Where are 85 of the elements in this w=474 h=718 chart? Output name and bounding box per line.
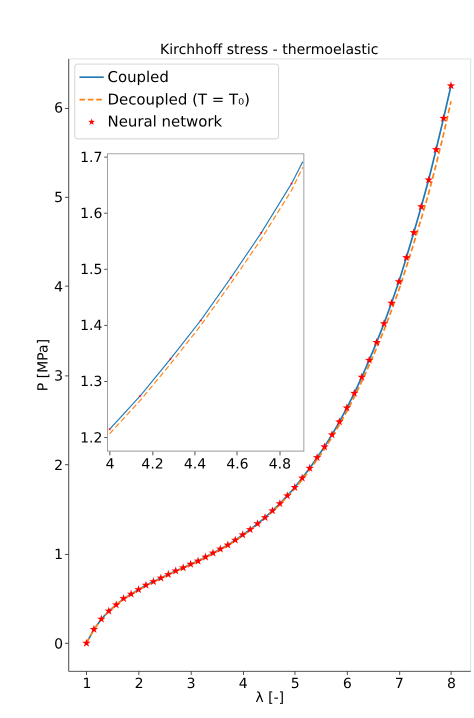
x-tick-label: 6 <box>342 676 352 692</box>
legend-label: Neural network <box>108 112 223 131</box>
legend-label: Decoupled (T = T₀) <box>108 90 250 108</box>
point <box>260 231 263 234</box>
point <box>172 566 180 574</box>
legend-label: Coupled <box>108 68 169 86</box>
point <box>178 563 188 572</box>
point <box>290 482 299 491</box>
y-tick-label: 1.6 <box>80 206 102 222</box>
point <box>283 491 292 500</box>
point <box>82 638 91 647</box>
chart-title: Kirchhoff stress - thermoelastic <box>160 42 378 58</box>
point <box>224 540 232 549</box>
y-axis-title: P [MPa] <box>36 338 52 392</box>
point <box>194 556 202 565</box>
y-tick-label: 1.4 <box>80 318 102 334</box>
point <box>328 430 336 438</box>
point <box>238 530 247 538</box>
y-tick-label: 5 <box>54 190 64 206</box>
point <box>231 536 240 544</box>
point <box>186 560 195 568</box>
point <box>112 600 120 608</box>
y-tick-label: 1.2 <box>80 430 102 446</box>
point <box>90 624 98 633</box>
x-tick-label: 4.8 <box>268 456 292 472</box>
point <box>142 580 150 589</box>
x-tick-label: 4.4 <box>184 456 206 472</box>
point <box>119 594 128 602</box>
point <box>364 356 374 364</box>
point <box>201 552 210 561</box>
point <box>168 358 172 360</box>
x-tick-label: 2 <box>134 676 144 692</box>
y-tick-label: 1.7 <box>80 150 102 166</box>
point <box>290 182 294 185</box>
point <box>402 253 411 262</box>
point <box>164 570 172 578</box>
point <box>335 417 344 426</box>
point <box>305 464 314 472</box>
point <box>268 506 277 514</box>
point <box>446 81 456 90</box>
y-tick-label: 1.5 <box>80 262 102 278</box>
y-tick-label: 1.3 <box>80 374 102 390</box>
point <box>394 277 404 286</box>
point <box>126 590 136 598</box>
y-tick-label: 3 <box>54 368 64 385</box>
point <box>138 394 142 398</box>
x-tick-label: 5 <box>290 676 300 692</box>
x-tick-label: 4 <box>106 456 115 472</box>
x-tick-label: 4.6 <box>226 456 249 472</box>
x-tick-label: 8 <box>447 676 456 692</box>
point <box>380 319 388 328</box>
point <box>246 525 254 534</box>
x-tick-label: 4 <box>238 676 248 692</box>
point <box>216 544 225 553</box>
x-axis-title: λ [-] <box>255 690 284 706</box>
y-tick-label: 0 <box>54 636 64 652</box>
point <box>350 388 359 397</box>
y-tick-label: 4 <box>54 279 64 296</box>
y-tick-label: 6 <box>54 100 64 117</box>
point <box>276 499 284 508</box>
point <box>417 202 426 210</box>
point <box>439 114 448 122</box>
point <box>208 548 218 557</box>
point <box>387 298 396 307</box>
point <box>134 585 143 594</box>
x-tick-label: 4.2 <box>141 456 164 472</box>
point <box>432 145 440 154</box>
point <box>156 574 166 582</box>
point <box>312 453 322 462</box>
y-tick-label: 1 <box>54 547 64 564</box>
point <box>320 442 329 450</box>
point <box>424 175 433 184</box>
point <box>372 338 381 346</box>
point <box>358 372 366 381</box>
point <box>104 606 114 615</box>
point <box>253 519 262 528</box>
point <box>199 318 202 322</box>
point <box>260 513 270 522</box>
point <box>298 474 306 482</box>
point <box>410 228 418 236</box>
point <box>342 403 352 412</box>
point <box>97 614 106 623</box>
x-tick-label: 3 <box>186 676 196 692</box>
x-tick-label: 7 <box>394 676 404 692</box>
point <box>149 577 158 586</box>
